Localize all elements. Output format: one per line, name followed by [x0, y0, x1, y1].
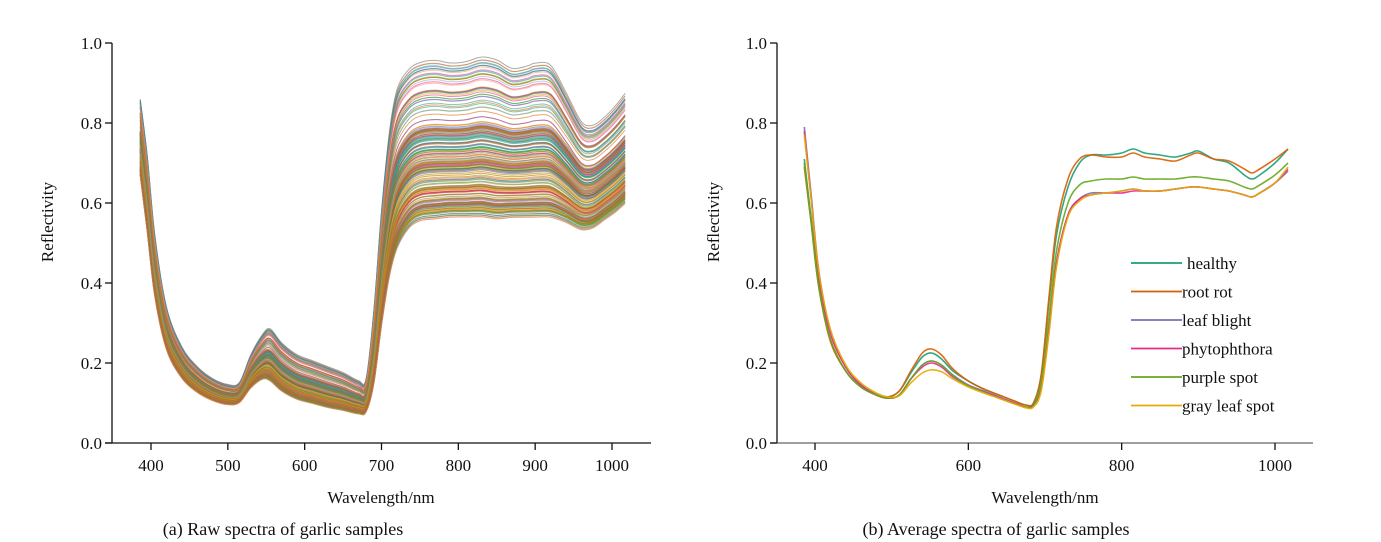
- raw-x-tick-label: 900: [522, 456, 548, 475]
- avg-x-ticks: 400 600 800 1000: [802, 443, 1292, 475]
- raw-x-tick-label: 800: [446, 456, 472, 475]
- raw-spectrum-line: [139, 169, 626, 413]
- raw-x-tick-label: 1000: [595, 456, 629, 475]
- legend-label: root rot: [1182, 283, 1233, 302]
- raw-y-tick-label: 0.8: [81, 114, 102, 133]
- raw-spectrum-line: [139, 101, 626, 394]
- raw-x-tick-label: 500: [215, 456, 241, 475]
- raw-spectrum-line: [139, 125, 626, 398]
- avg-x-tick-label: 800: [1109, 456, 1135, 475]
- raw-x-tick-label: 700: [369, 456, 395, 475]
- series-line-purple-spot: [803, 162, 1289, 409]
- avg-x-tick-label: 1000: [1258, 456, 1292, 475]
- legend-label: phytophthora: [1182, 340, 1273, 359]
- legend: healthy root rot leaf blight phytophthora pu…: [1131, 254, 1275, 416]
- raw-y-axis-title: Reflectivity: [38, 181, 57, 262]
- raw-y-tick-label: 0.0: [81, 434, 102, 453]
- legend-item: gray leaf spot: [1131, 397, 1275, 416]
- raw-y-tick-label: 0.6: [81, 194, 102, 213]
- raw-spectrum-line: [139, 175, 626, 416]
- legend-item: purple spot: [1131, 368, 1258, 387]
- series-line-gray-leaf-spot: [803, 134, 1289, 410]
- avg-y-tick-label: 0.8: [746, 114, 767, 133]
- raw-x-axis-title: Wavelength/nm: [327, 488, 434, 507]
- legend-label: healthy: [1187, 254, 1238, 273]
- raw-x-ticks: 400 500 600 700 800 900 1000: [138, 443, 629, 475]
- raw-y-tick-label: 0.4: [81, 274, 103, 293]
- avg-x-axis-title: Wavelength/nm: [991, 488, 1098, 507]
- avg-caption: (b) Average spectra of garlic samples: [862, 519, 1129, 540]
- avg-y-tick-label: 0.6: [746, 194, 767, 213]
- average-spectra-panel: 0.0 0.2 0.4 0.6 0.8 1.0 400 600 800 1000 Wavelen…: [704, 34, 1313, 540]
- raw-spectra-curves: [139, 56, 626, 416]
- raw-spectrum-line: [139, 155, 626, 408]
- raw-spectrum-line: [139, 147, 626, 405]
- raw-spectra-panel: 0.0 0.2 0.4 0.6 0.8 1.0 400 500 600 700 800 900 100…: [38, 34, 651, 540]
- raw-spectrum-line: [139, 79, 626, 390]
- raw-caption: (a) Raw spectra of garlic samples: [163, 519, 403, 540]
- avg-y-ticks: 0.0 0.2 0.4 0.6 0.8 1.0: [746, 34, 777, 453]
- legend-label: leaf blight: [1182, 311, 1252, 330]
- avg-y-axis-title: Reflectivity: [704, 181, 723, 262]
- raw-y-tick-label: 0.2: [81, 354, 102, 373]
- raw-y-ticks: 0.0 0.2 0.4 0.6 0.8 1.0: [81, 34, 112, 453]
- legend-item: leaf blight: [1131, 311, 1252, 330]
- legend-item: healthy: [1131, 254, 1238, 273]
- legend-item: root rot: [1131, 283, 1233, 302]
- avg-y-tick-label: 0.4: [746, 274, 768, 293]
- avg-y-tick-label: 1.0: [746, 34, 767, 53]
- avg-x-tick-label: 400: [802, 456, 828, 475]
- raw-x-tick-label: 600: [292, 456, 318, 475]
- avg-x-tick-label: 600: [956, 456, 982, 475]
- raw-y-tick-label: 1.0: [81, 34, 102, 53]
- avg-y-tick-label: 0.2: [746, 354, 767, 373]
- raw-x-tick-label: 400: [138, 456, 164, 475]
- legend-item: phytophthora: [1131, 340, 1273, 359]
- legend-label: purple spot: [1182, 368, 1258, 387]
- avg-y-tick-label: 0.0: [746, 434, 767, 453]
- legend-label: gray leaf spot: [1182, 397, 1275, 416]
- average-spectra-curves: [803, 126, 1289, 410]
